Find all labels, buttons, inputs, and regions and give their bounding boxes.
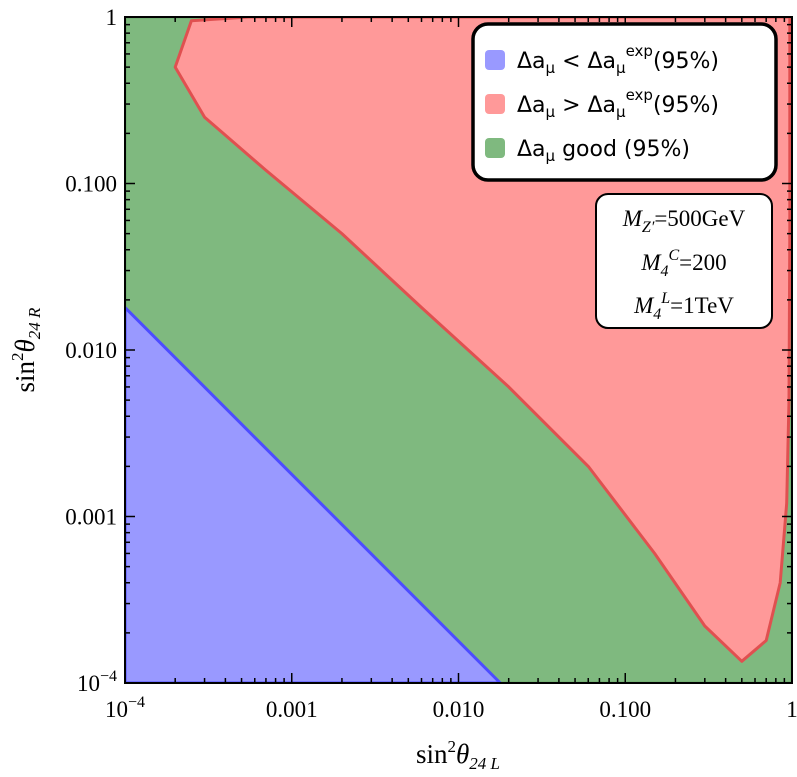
y-tick-label: 0.001 bbox=[65, 505, 117, 530]
legend-swatch-low bbox=[485, 50, 505, 70]
x-tick-label: 1 bbox=[786, 697, 797, 722]
tick-label-layer: 10−4 0.001 0.010 0.100 1 10−4 0.001 0.010 0.100 1 bbox=[65, 5, 797, 722]
x-tick-label: 0.100 bbox=[599, 697, 651, 722]
x-tick-label: 0.001 bbox=[266, 697, 318, 722]
region-low bbox=[125, 306, 502, 683]
y-axis-title-group: sin2θ24 R bbox=[8, 307, 44, 393]
x-tick-label: 10−4 bbox=[105, 694, 145, 722]
param-m4l: M4L=1TeV bbox=[633, 290, 734, 323]
legend-box bbox=[471, 22, 778, 182]
legend-label-good: Δaμ good (95%) bbox=[517, 137, 690, 165]
legend-label-low: Δaμ < Δaμexp(95%) bbox=[517, 42, 719, 77]
legend-swatch-high bbox=[485, 94, 505, 114]
legend: Δaμ < Δaμexp(95%) Δaμ > Δaμexp(95%) Δaμ go… bbox=[471, 22, 778, 182]
y-tick-label: 0.100 bbox=[65, 172, 117, 197]
legend-swatch-good bbox=[485, 138, 505, 158]
y-axis-title: sin2θ24 R bbox=[8, 307, 44, 393]
x-axis-title: sin2θ24 L bbox=[416, 737, 500, 773]
parameter-box: MZ′=500GeV M4C=200 M4L=1TeV bbox=[595, 193, 773, 329]
x-tick-label: 0.010 bbox=[433, 697, 485, 722]
y-tick-label: 10−4 bbox=[77, 668, 117, 696]
y-tick-label: 0.010 bbox=[65, 338, 117, 363]
legend-label-high: Δaμ > Δaμexp(95%) bbox=[517, 86, 719, 121]
param-mass-zprime: MZ′=500GeV bbox=[622, 206, 746, 236]
legend-items: Δaμ < Δaμexp(95%) Δaμ > Δaμexp(95%) Δaμ go… bbox=[485, 42, 719, 165]
parameter-box-frame bbox=[595, 193, 773, 329]
y-tick-label: 1 bbox=[106, 5, 118, 30]
tick-layer bbox=[124, 17, 792, 684]
param-m4c: M4C=200 bbox=[640, 247, 726, 280]
